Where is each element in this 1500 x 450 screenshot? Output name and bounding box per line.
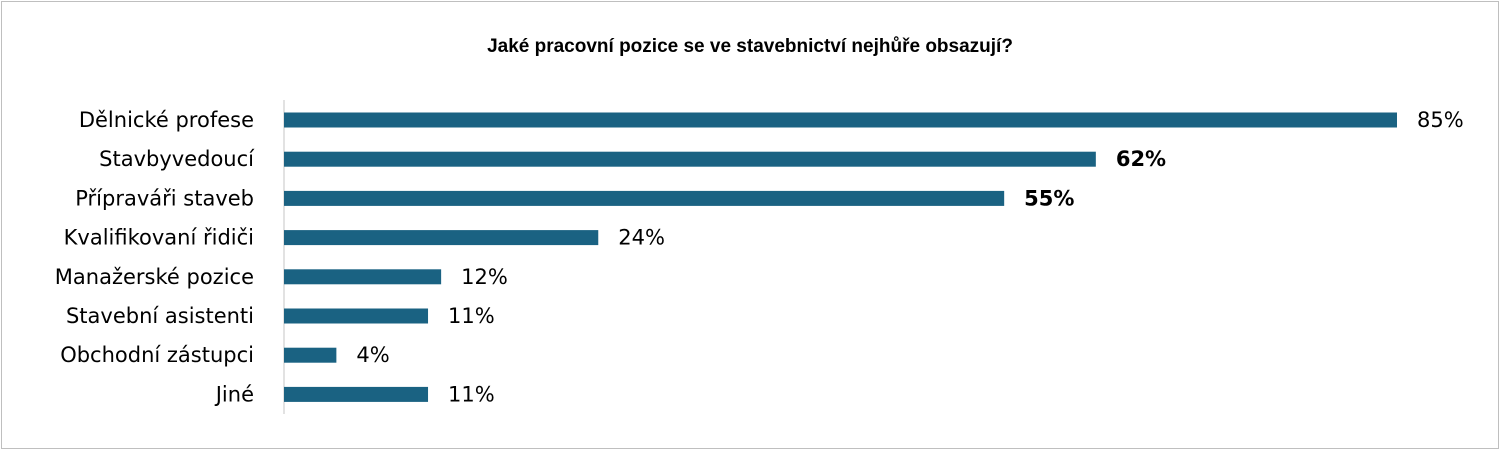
bar: [284, 347, 337, 363]
bar: [284, 308, 429, 324]
value-label: 12%: [461, 265, 508, 289]
category-label: Dělnické profese: [79, 108, 254, 132]
category-label: Obchodní zástupci: [60, 343, 254, 367]
value-label: 62%: [1116, 147, 1166, 171]
value-label: 85%: [1417, 108, 1464, 132]
category-labels-group: Dělnické profese Stavbyvedoucí Přípraváři …: [55, 108, 255, 406]
value-label: 24%: [618, 226, 665, 250]
category-label: Stavební asistenti: [66, 304, 254, 328]
value-label: 55%: [1024, 186, 1074, 210]
category-label: Přípraváři staveb: [75, 186, 254, 210]
bar: [284, 112, 1397, 128]
bar: [284, 386, 429, 402]
bars-group: [284, 112, 1397, 402]
category-label: Kvalifikovaní řidiči: [64, 226, 254, 250]
value-label: 11%: [448, 382, 495, 406]
chart-title: Jaké pracovní pozice se ve stavebnictví …: [487, 36, 1013, 57]
category-label: Manažerské pozice: [55, 265, 254, 289]
bar: [284, 269, 442, 285]
category-label: Stavbyvedoucí: [99, 147, 255, 171]
value-label: 11%: [448, 304, 495, 328]
category-label: Jiné: [214, 382, 254, 406]
bar: [284, 230, 599, 246]
value-label: 4%: [356, 343, 389, 367]
bar: [284, 151, 1096, 167]
value-labels-group: 85% 62% 55% 24% 12% 11% 4% 11%: [356, 108, 1463, 406]
bar: [284, 190, 1005, 206]
